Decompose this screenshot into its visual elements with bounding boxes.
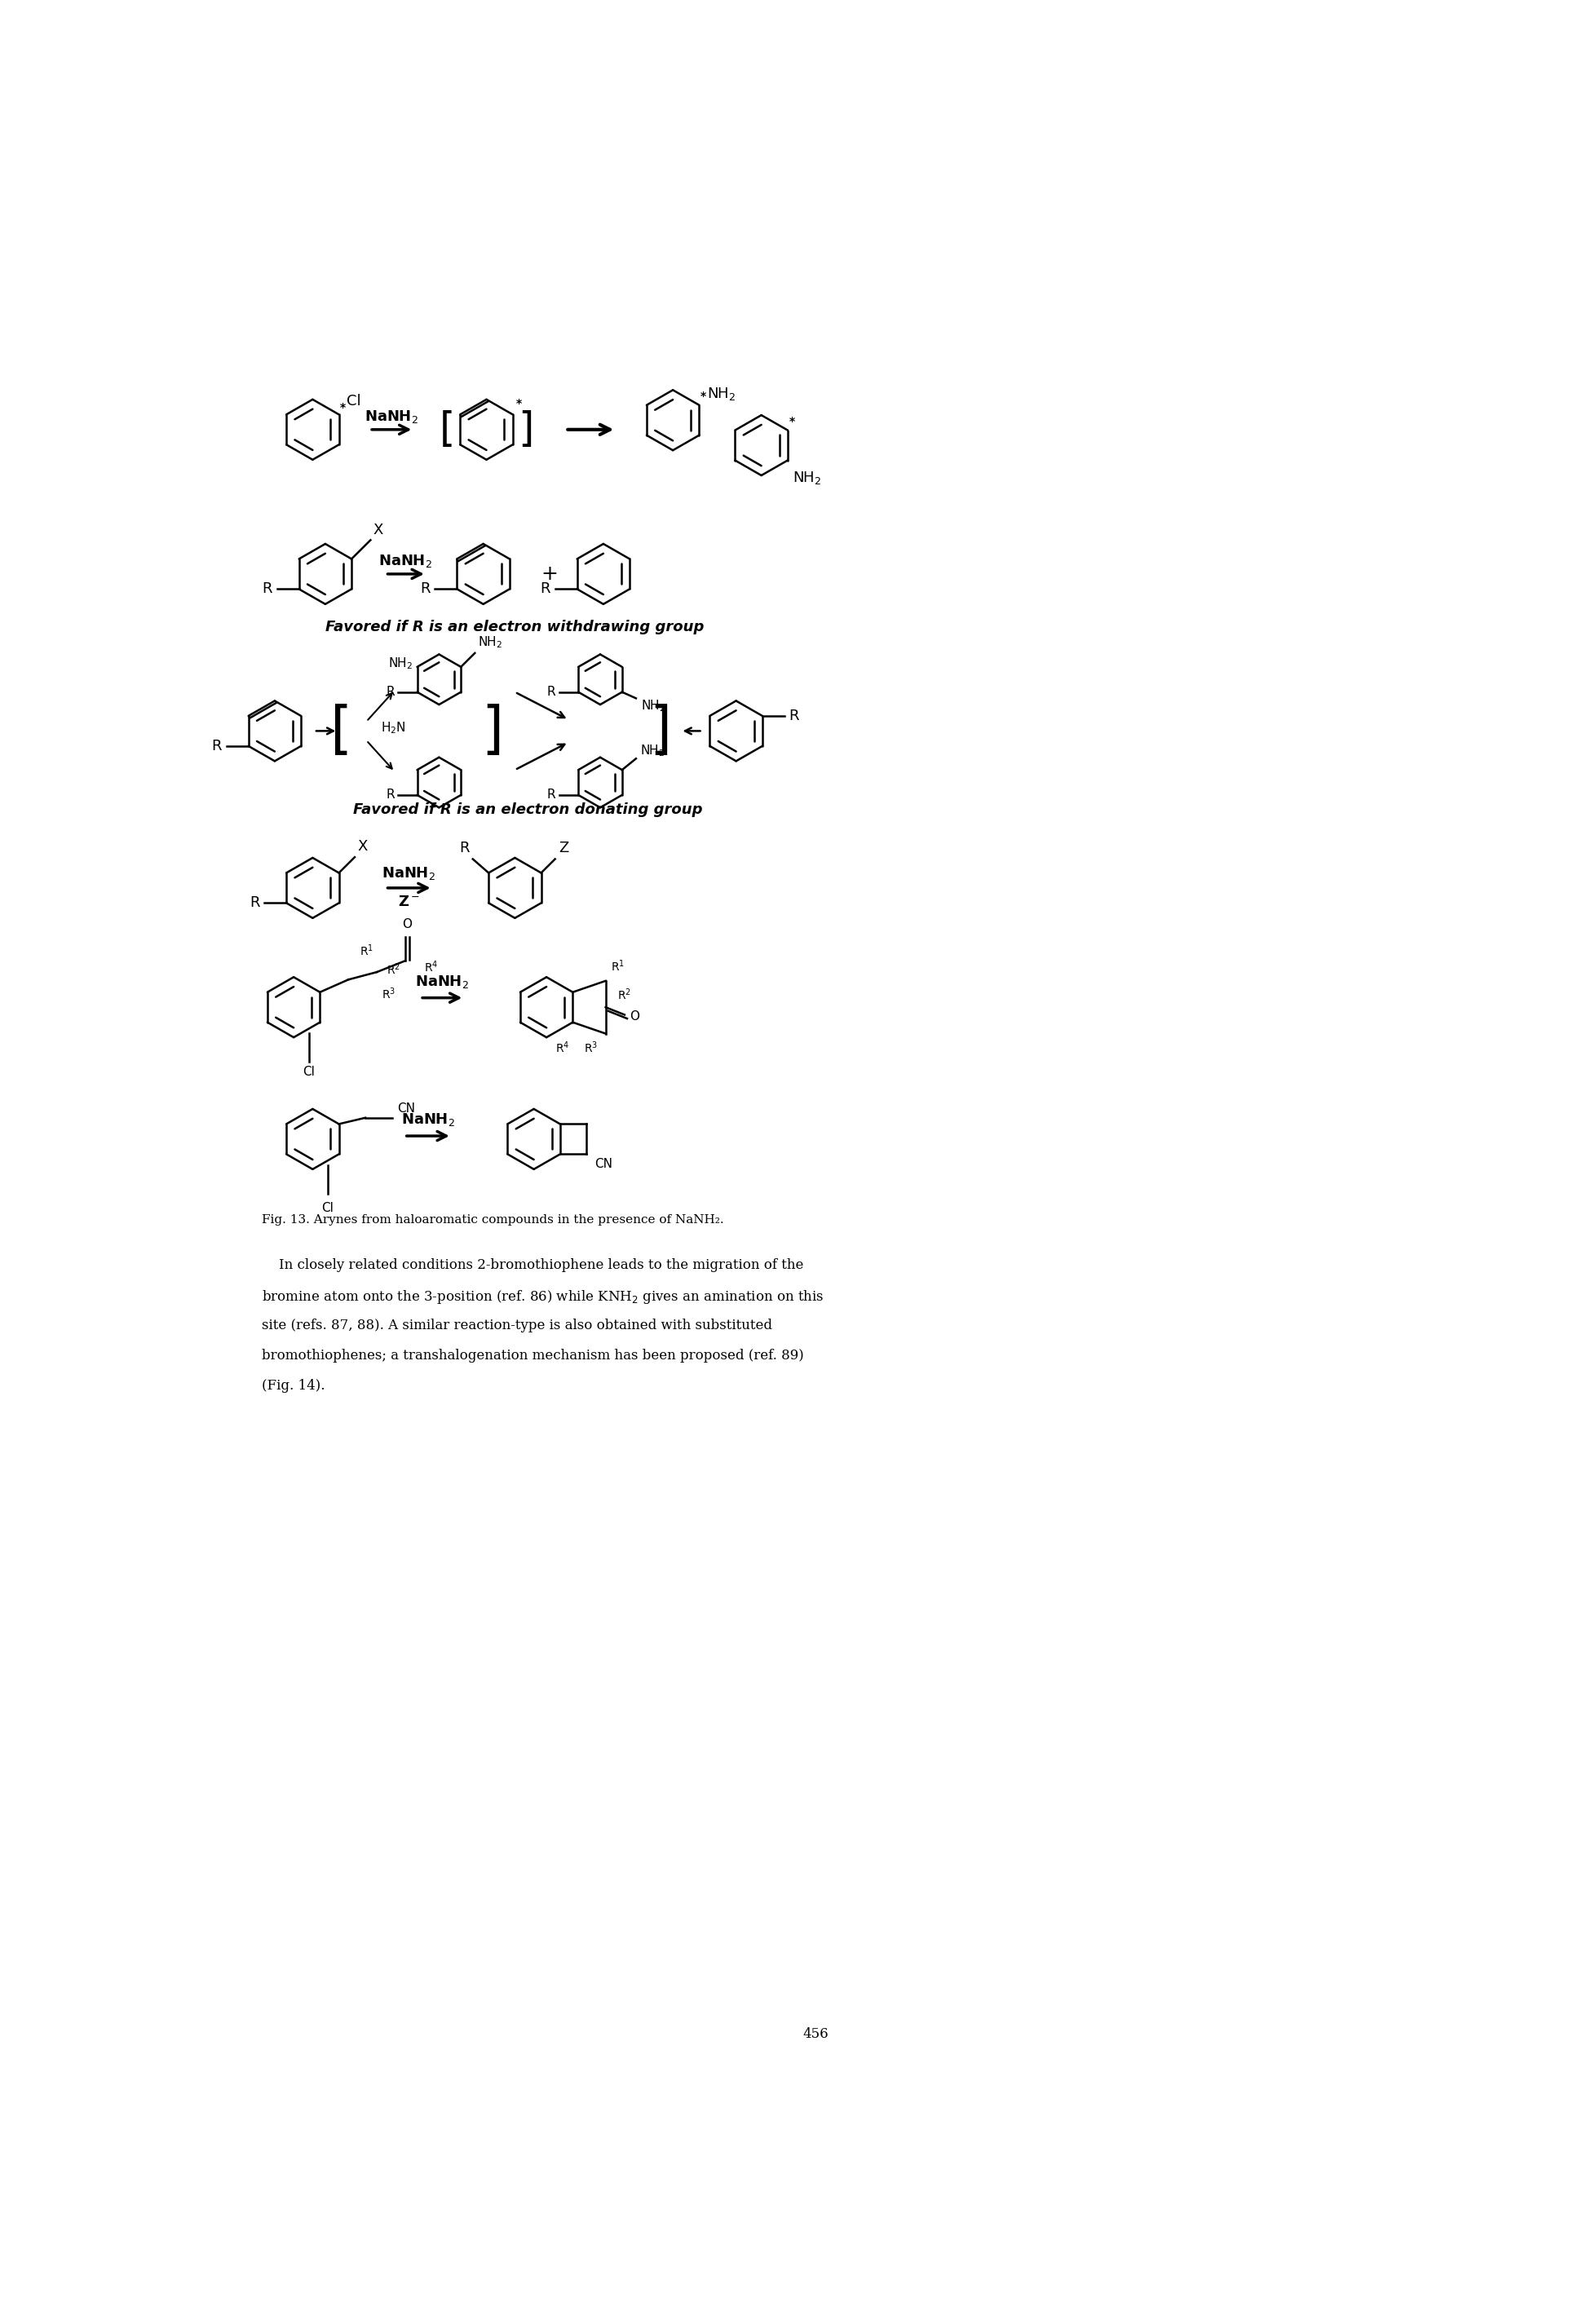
Text: +: + — [541, 565, 558, 583]
Text: R: R — [541, 581, 550, 597]
Text: 456: 456 — [802, 2027, 829, 2040]
Text: ]: ] — [649, 704, 671, 758]
Text: NH$_2$: NH$_2$ — [640, 744, 665, 758]
Text: *: * — [515, 397, 522, 409]
Text: Cl: Cl — [347, 393, 361, 409]
Text: NaNH$_2$: NaNH$_2$ — [379, 553, 433, 569]
Text: (Fig. 14).: (Fig. 14). — [263, 1378, 325, 1392]
Text: R$^2$: R$^2$ — [387, 962, 401, 976]
Text: R$^1$: R$^1$ — [611, 957, 625, 974]
Text: R: R — [250, 895, 259, 911]
Text: NH$_2$: NH$_2$ — [388, 655, 414, 672]
Text: NaNH$_2$: NaNH$_2$ — [364, 409, 418, 425]
Text: R: R — [385, 686, 395, 697]
Text: O: O — [630, 1011, 640, 1023]
Text: Favored if R is an electron withdrawing group: Favored if R is an electron withdrawing … — [326, 621, 705, 634]
Text: *: * — [700, 390, 706, 402]
Text: NH$_2$: NH$_2$ — [641, 697, 665, 713]
Text: R: R — [547, 686, 555, 697]
Text: CN: CN — [593, 1157, 613, 1171]
Text: R: R — [420, 581, 431, 597]
Text: R$^3$: R$^3$ — [382, 985, 396, 1002]
Text: NH$_2$: NH$_2$ — [792, 469, 821, 486]
Text: H$_2$N: H$_2$N — [380, 720, 406, 734]
Text: bromine atom onto the 3-position (ref. 86) while KNH$_2$ gives an amination on t: bromine atom onto the 3-position (ref. 8… — [263, 1287, 824, 1306]
Text: [: [ — [439, 409, 455, 449]
Text: R: R — [460, 841, 469, 855]
Text: R: R — [547, 788, 555, 802]
Text: ]: ] — [517, 409, 533, 449]
Text: NaNH$_2$: NaNH$_2$ — [382, 865, 436, 881]
Text: Fig. 13. Arynes from haloaromatic compounds in the presence of NaNH₂.: Fig. 13. Arynes from haloaromatic compou… — [263, 1215, 724, 1225]
Text: Z: Z — [558, 841, 570, 855]
Text: R$^4$: R$^4$ — [555, 1039, 570, 1055]
Text: R: R — [385, 788, 395, 802]
Text: R$^3$: R$^3$ — [584, 1039, 598, 1055]
Text: Cl: Cl — [302, 1067, 315, 1078]
Text: Z$^-$: Z$^-$ — [398, 895, 420, 909]
Text: ]: ] — [482, 704, 504, 758]
Text: NaNH$_2$: NaNH$_2$ — [415, 974, 469, 990]
Text: site (refs. 87, 88). A similar reaction-type is also obtained with substituted: site (refs. 87, 88). A similar reaction-… — [263, 1318, 773, 1332]
Text: X: X — [372, 523, 383, 537]
Text: R: R — [212, 739, 221, 753]
Text: O: O — [403, 918, 412, 930]
Text: *: * — [789, 416, 794, 428]
Text: R: R — [263, 581, 272, 597]
Text: In closely related conditions 2-bromothiophene leads to the migration of the: In closely related conditions 2-bromothi… — [263, 1257, 803, 1271]
Text: NH$_2$: NH$_2$ — [706, 386, 735, 402]
Text: R$^4$: R$^4$ — [425, 960, 439, 974]
Text: bromothiophenes; a transhalogenation mechanism has been proposed (ref. 89): bromothiophenes; a transhalogenation mec… — [263, 1348, 803, 1362]
Text: R$^1$: R$^1$ — [360, 944, 374, 957]
Text: *: * — [340, 402, 345, 414]
Text: CN: CN — [398, 1102, 415, 1116]
Text: [: [ — [329, 704, 352, 758]
Text: NaNH$_2$: NaNH$_2$ — [401, 1111, 455, 1127]
Text: Cl: Cl — [321, 1202, 334, 1213]
Text: R: R — [789, 709, 799, 723]
Text: NH$_2$: NH$_2$ — [477, 634, 503, 651]
Text: R$^2$: R$^2$ — [617, 988, 632, 1002]
Text: Favored if R is an electron donating group: Favored if R is an electron donating gro… — [353, 802, 702, 816]
Text: X: X — [358, 839, 368, 853]
